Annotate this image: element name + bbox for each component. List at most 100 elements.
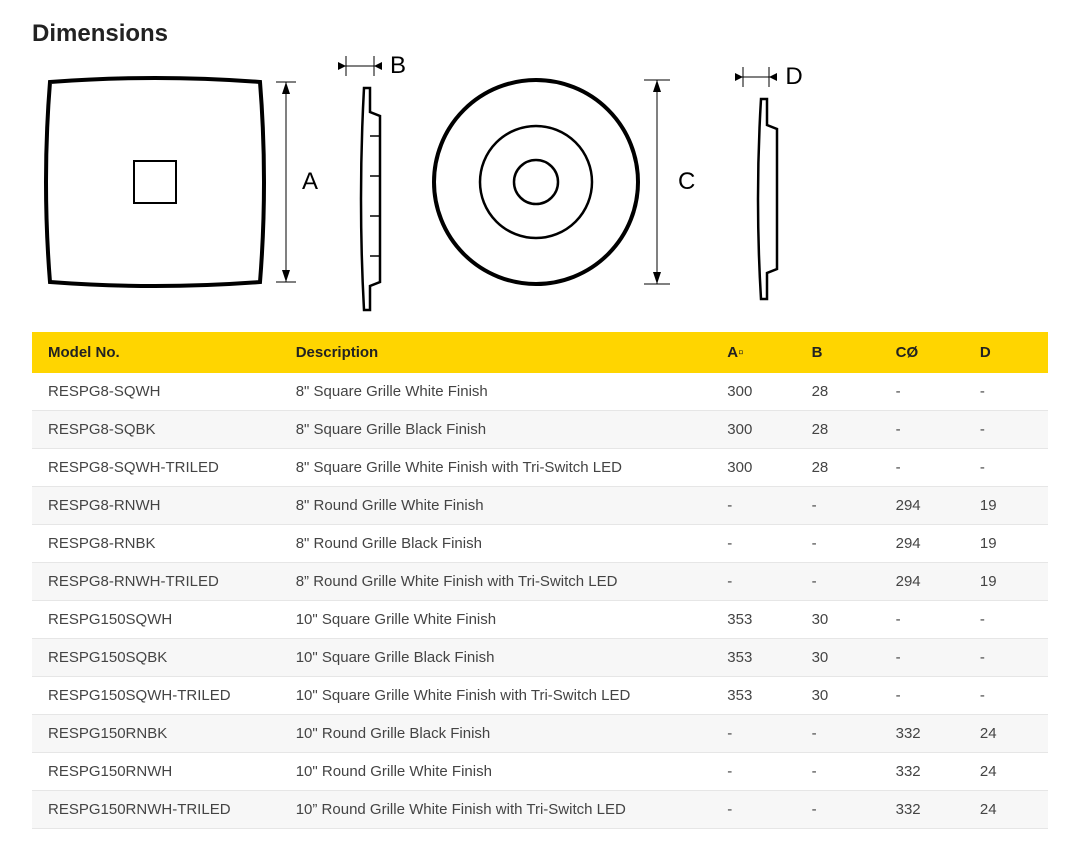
table-cell: RESPG150RNWH-TRILED [32,791,280,829]
table-cell: - [711,563,795,601]
page-title: Dimensions [32,20,1048,48]
table-cell: - [796,715,880,753]
table-cell: 28 [796,449,880,487]
table-cell: 30 [796,639,880,677]
table-cell: - [880,411,964,449]
table-row: RESPG150SQWH-TRILED10" Square Grille Whi… [32,677,1048,715]
table-row: RESPG8-RNWH8" Round Grille White Finish-… [32,487,1048,525]
table-cell: - [796,563,880,601]
table-cell: 332 [880,791,964,829]
table-cell: 24 [964,791,1048,829]
label-b: B [390,52,406,80]
table-cell: RESPG8-RNWH-TRILED [32,563,280,601]
table-row: RESPG8-RNWH-TRILED8” Round Grille White … [32,563,1048,601]
table-cell: - [964,639,1048,677]
table-cell: RESPG8-RNWH [32,487,280,525]
table-cell: - [796,525,880,563]
table-cell: 300 [711,411,795,449]
table-cell: 8" Square Grille Black Finish [280,411,712,449]
table-cell: - [964,677,1048,715]
table-cell: - [711,791,795,829]
table-cell: 19 [964,487,1048,525]
label-d: D [785,63,802,91]
table-cell: 19 [964,525,1048,563]
table-cell: 10" Square Grille White Finish [280,601,712,639]
table-cell: 28 [796,411,880,449]
table-cell: 294 [880,487,964,525]
table-cell: 353 [711,639,795,677]
table-cell: RESPG150RNWH [32,753,280,791]
diagrams-row: A B [38,52,1048,312]
table-cell: 19 [964,563,1048,601]
label-c: C [678,168,695,196]
table-cell: 8” Round Grille White Finish with Tri-Sw… [280,563,712,601]
table-row: RESPG150RNBK10" Round Grille Black Finis… [32,715,1048,753]
table-cell: - [711,715,795,753]
col-c: CØ [880,332,964,373]
table-cell: - [711,753,795,791]
table-cell: - [711,487,795,525]
table-cell: 10" Square Grille Black Finish [280,639,712,677]
square-side-diagram: B [338,52,406,312]
table-row: RESPG150SQWH10" Square Grille White Fini… [32,601,1048,639]
round-side-diagram: D [735,63,802,301]
table-cell: 353 [711,677,795,715]
table-cell: 8" Square Grille White Finish with Tri-S… [280,449,712,487]
table-cell: 300 [711,373,795,411]
col-a: A▫ [711,332,795,373]
table-row: RESPG150RNWH-TRILED10” Round Grille Whit… [32,791,1048,829]
table-row: RESPG150RNWH10" Round Grille White Finis… [32,753,1048,791]
table-cell: RESPG8-RNBK [32,525,280,563]
col-description: Description [280,332,712,373]
table-cell: - [796,753,880,791]
table-cell: 8" Round Grille White Finish [280,487,712,525]
table-cell: 24 [964,715,1048,753]
table-cell: - [711,525,795,563]
table-cell: 294 [880,563,964,601]
dimensions-table: Model No. Description A▫ B CØ D RESPG8-S… [32,332,1048,829]
table-cell: 294 [880,525,964,563]
table-row: RESPG8-SQWH-TRILED8" Square Grille White… [32,449,1048,487]
table-cell: RESPG150SQWH [32,601,280,639]
table-cell: 10” Round Grille White Finish with Tri-S… [280,791,712,829]
table-cell: 10" Round Grille White Finish [280,753,712,791]
label-a: A [302,168,318,196]
col-model: Model No. [32,332,280,373]
table-cell: - [964,449,1048,487]
table-cell: 30 [796,677,880,715]
table-row: RESPG8-SQWH8" Square Grille White Finish… [32,373,1048,411]
table-cell: 8" Square Grille White Finish [280,373,712,411]
table-cell: 10" Square Grille White Finish with Tri-… [280,677,712,715]
table-cell: - [964,411,1048,449]
table-cell: - [964,601,1048,639]
table-cell: RESPG150SQWH-TRILED [32,677,280,715]
square-front-diagram: A [38,62,318,302]
table-cell: 300 [711,449,795,487]
table-cell: RESPG150RNBK [32,715,280,753]
table-cell: 24 [964,753,1048,791]
table-cell: 332 [880,715,964,753]
table-cell: 10" Round Grille Black Finish [280,715,712,753]
table-row: RESPG150SQBK10" Square Grille Black Fini… [32,639,1048,677]
table-cell: - [964,373,1048,411]
table-cell: - [796,487,880,525]
table-cell: 28 [796,373,880,411]
table-cell: RESPG150SQBK [32,639,280,677]
table-cell: RESPG8-SQBK [32,411,280,449]
table-cell: RESPG8-SQWH [32,373,280,411]
table-row: RESPG8-SQBK8" Square Grille Black Finish… [32,411,1048,449]
table-cell: 332 [880,753,964,791]
table-cell: - [880,373,964,411]
round-front-diagram: C [426,62,695,302]
table-cell: - [880,677,964,715]
col-d: D [964,332,1048,373]
table-cell: 30 [796,601,880,639]
col-b: B [796,332,880,373]
table-cell: - [880,449,964,487]
table-cell: - [880,639,964,677]
table-cell: - [796,791,880,829]
table-cell: - [880,601,964,639]
table-cell: 353 [711,601,795,639]
table-row: RESPG8-RNBK8" Round Grille Black Finish-… [32,525,1048,563]
table-cell: RESPG8-SQWH-TRILED [32,449,280,487]
